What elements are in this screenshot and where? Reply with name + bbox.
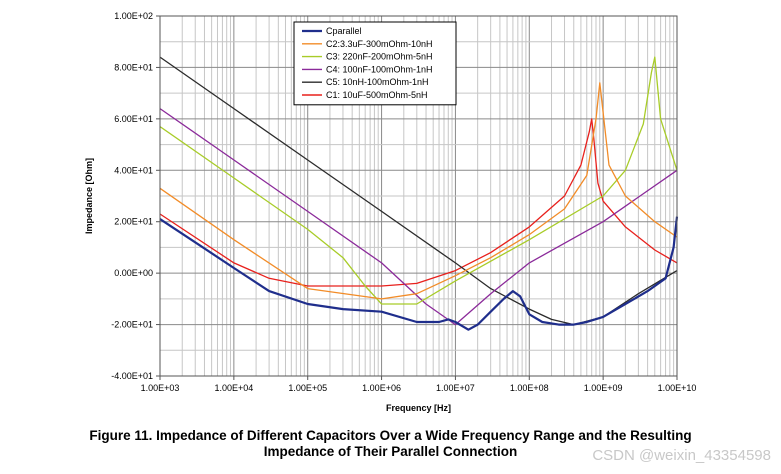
watermark-text: CSDN @weixin_43354598 bbox=[592, 447, 771, 464]
axis-ticks: 1.00E+03 1.00E+04 1.00E+05 1.00E+06 1.00E+07… bbox=[111, 11, 696, 393]
series-line-c2-3-3uf-300mohm-10nh bbox=[159, 82, 678, 300]
legend: Cparallel C2:3.3uF-300mOhm-10nH C3: 220nF-… bbox=[293, 21, 457, 106]
y-tick-label: 4.00E+01 bbox=[114, 165, 153, 175]
x-tick-label: 1.00E+06 bbox=[362, 383, 401, 393]
y-tick-label: 1.00E+02 bbox=[114, 11, 153, 21]
legend-label: C5: 10nH-100mOhm-1nH bbox=[326, 77, 429, 87]
x-tick-label: 1.00E+03 bbox=[141, 383, 180, 393]
y-tick-label: -2.00E+01 bbox=[111, 320, 153, 330]
figure-caption-line-2: Impedance of Their Parallel Connection bbox=[263, 444, 518, 459]
legend-label: C4: 100nF-100mOhm-1nH bbox=[326, 64, 433, 74]
series-line-c1-10uf-500mohm-5nh bbox=[159, 118, 678, 287]
y-tick-label: 6.00E+01 bbox=[114, 114, 153, 124]
series-line-cparallel bbox=[159, 216, 679, 331]
legend-label: C2:3.3uF-300mOhm-10nH bbox=[326, 39, 433, 49]
x-tick-label: 1.00E+08 bbox=[510, 383, 549, 393]
x-tick-label: 1.00E+04 bbox=[214, 383, 253, 393]
legend-label: C3: 220nF-200mOhm-5nH bbox=[326, 52, 433, 62]
series-line-c3-220nf-200mohm-5nh bbox=[159, 56, 678, 305]
legend-label: C1: 10uF-500mOhm-5nH bbox=[326, 90, 428, 100]
x-tick-label: 1.00E+10 bbox=[658, 383, 697, 393]
y-tick-label: 8.00E+01 bbox=[114, 62, 153, 72]
grid-lines bbox=[159, 15, 677, 377]
x-axis-title: Frequency [Hz] bbox=[386, 403, 451, 413]
x-tick-label: 1.00E+07 bbox=[436, 383, 475, 393]
series-lines bbox=[159, 56, 679, 331]
legend-label: Cparallel bbox=[326, 26, 362, 36]
y-tick-label: 0.00E+00 bbox=[114, 268, 153, 278]
x-tick-label: 1.00E+09 bbox=[584, 383, 623, 393]
plot-frame bbox=[159, 15, 678, 377]
y-axis-title: Impedance [Ohm] bbox=[84, 158, 94, 234]
figure-caption-line-1: Figure 11. Impedance of Different Capaci… bbox=[89, 428, 692, 443]
legend-box bbox=[293, 21, 457, 106]
series-line-c4-100nf-100mohm-1nh bbox=[159, 108, 678, 326]
y-tick-label: 2.00E+01 bbox=[114, 217, 153, 227]
y-tick-label: -4.00E+01 bbox=[111, 371, 153, 381]
x-tick-label: 1.00E+05 bbox=[288, 383, 327, 393]
